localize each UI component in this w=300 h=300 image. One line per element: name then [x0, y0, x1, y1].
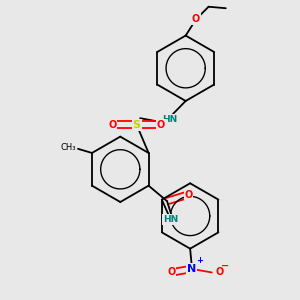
Text: O: O: [192, 14, 200, 24]
Text: −: −: [221, 261, 229, 271]
Text: O: O: [184, 190, 193, 200]
Text: O: O: [157, 120, 165, 130]
Text: CH₃: CH₃: [60, 143, 76, 152]
Text: HN: HN: [163, 215, 178, 224]
Text: O: O: [215, 268, 223, 278]
Text: N: N: [187, 264, 196, 274]
Text: +: +: [196, 256, 203, 265]
Text: HN: HN: [162, 115, 177, 124]
Text: O: O: [167, 268, 175, 278]
Text: O: O: [108, 120, 116, 130]
Text: S: S: [133, 120, 141, 130]
